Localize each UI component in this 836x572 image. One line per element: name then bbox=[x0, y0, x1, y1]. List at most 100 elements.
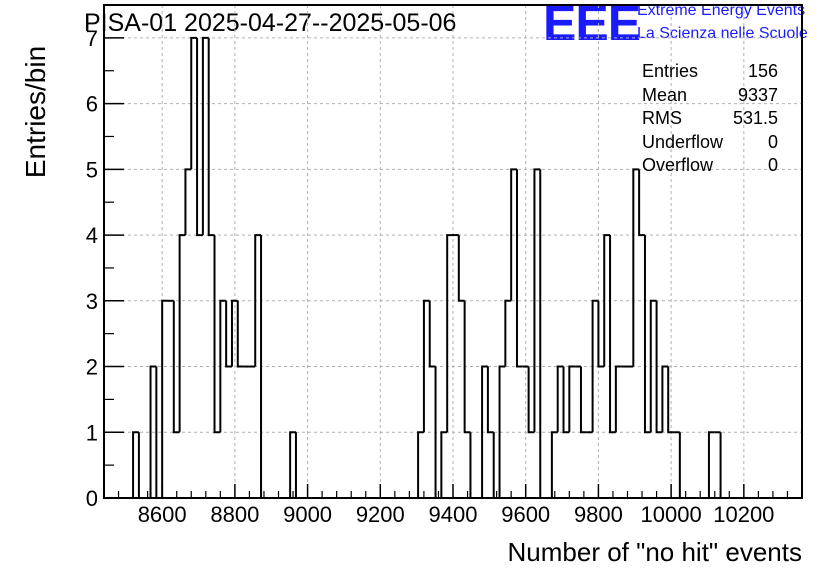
histogram-bin bbox=[132, 431, 139, 498]
y-tick-label: 0 bbox=[86, 486, 98, 511]
histogram-bin bbox=[207, 37, 215, 237]
stats-row-overflow: Overflow 0 bbox=[642, 154, 778, 178]
histogram-bin bbox=[562, 366, 570, 434]
histogram-bin bbox=[579, 366, 587, 434]
histogram-bin bbox=[440, 431, 448, 498]
tick-labels: 8600 8800 9000 9200 9400 9600 9800 10000 10200 0 1… bbox=[86, 26, 775, 527]
histogram-bin bbox=[213, 235, 221, 434]
histogram-bin bbox=[510, 168, 517, 301]
histogram-bin bbox=[486, 366, 494, 434]
histogram-bin bbox=[196, 37, 203, 237]
x-axis-label: Number of "no hit" events bbox=[507, 537, 803, 567]
histogram-bin bbox=[260, 235, 267, 499]
histogram-bin bbox=[591, 299, 599, 433]
x-tick-label: 10200 bbox=[713, 502, 774, 527]
histogram-bin bbox=[568, 365, 576, 433]
stats-value: 531.5 bbox=[732, 108, 778, 128]
chart-title: PISA-01 2025-04-27--2025-05-06 bbox=[84, 9, 457, 37]
histogram-bin bbox=[504, 299, 512, 367]
y-axis-label: Entries/bin bbox=[20, 45, 51, 179]
histogram-bin bbox=[649, 299, 657, 433]
histogram-bin bbox=[498, 365, 506, 498]
histogram-bin bbox=[463, 300, 471, 434]
y-tick-label: 5 bbox=[86, 157, 98, 182]
histogram-bin bbox=[661, 365, 669, 433]
x-tick-label: 9600 bbox=[501, 502, 550, 527]
x-tick-label: 9400 bbox=[429, 502, 478, 527]
histogram-bin bbox=[597, 300, 605, 368]
x-tick-label: 10000 bbox=[641, 502, 702, 527]
histogram-bin bbox=[603, 234, 611, 367]
histogram-bin bbox=[550, 431, 558, 498]
histogram-bin bbox=[190, 36, 198, 170]
x-tick-label: 9000 bbox=[283, 502, 332, 527]
stats-label: Overflow bbox=[642, 155, 714, 175]
histogram-bin bbox=[201, 36, 209, 236]
histogram-bin bbox=[236, 300, 244, 368]
histogram-bin bbox=[533, 168, 541, 433]
histogram-bin bbox=[184, 168, 192, 236]
histogram-bin bbox=[294, 432, 302, 499]
histogram-bin bbox=[678, 432, 686, 499]
stats-value: 156 bbox=[747, 61, 778, 81]
stats-value: 9337 bbox=[737, 84, 778, 105]
histogram-bin bbox=[707, 431, 715, 498]
stats-label: Entries bbox=[642, 61, 699, 81]
histogram-bin bbox=[446, 234, 453, 433]
stats-value: 0 bbox=[767, 155, 778, 175]
histogram-bin bbox=[161, 299, 168, 498]
y-tick-label: 7 bbox=[86, 26, 98, 51]
histogram-bin bbox=[457, 235, 465, 302]
eee-logo: EEE bbox=[543, 0, 641, 51]
stats-value: 0 bbox=[767, 131, 778, 152]
histogram-bin bbox=[609, 235, 616, 434]
y-tick-label: 2 bbox=[86, 355, 98, 380]
histogram-bin bbox=[481, 365, 488, 498]
x-tick-label: 9200 bbox=[356, 502, 405, 527]
stats-label: Underflow bbox=[642, 131, 724, 152]
histogram-bin bbox=[638, 169, 645, 237]
histogram-bin bbox=[556, 365, 564, 433]
histogram-bin bbox=[178, 234, 186, 433]
histogram-bin bbox=[469, 432, 477, 499]
y-tick-label: 1 bbox=[86, 420, 98, 445]
histogram-bin bbox=[614, 365, 622, 433]
histogram-bin bbox=[667, 366, 675, 434]
stats-row-entries: Entries 156 bbox=[642, 60, 778, 84]
stats-label: Mean bbox=[642, 84, 688, 105]
stats-row-mean: Mean 9337 bbox=[642, 84, 778, 108]
histogram-bin bbox=[422, 299, 430, 433]
histogram-bin bbox=[428, 300, 436, 368]
logo-subtitle-1: Extreme Energy Events bbox=[637, 2, 806, 19]
histogram-bin bbox=[632, 168, 640, 367]
x-tick-label: 9800 bbox=[574, 502, 623, 527]
grid-lines bbox=[104, 5, 802, 498]
stats-box: Entries 156 Mean 9337 RMS 531.5 Underflo… bbox=[642, 60, 778, 178]
stats-row-underflow: Underflow 0 bbox=[642, 131, 778, 155]
y-tick-label: 6 bbox=[86, 92, 98, 117]
histogram-bin bbox=[289, 431, 296, 498]
histogram-series bbox=[132, 36, 727, 499]
histogram-bin bbox=[137, 432, 145, 499]
histogram-bin bbox=[149, 365, 157, 498]
axis-ticks bbox=[104, 37, 789, 499]
histogram-bin bbox=[225, 300, 232, 368]
histogram-bin bbox=[655, 300, 663, 434]
y-tick-label: 3 bbox=[86, 289, 98, 314]
histogram-bin bbox=[219, 299, 227, 433]
x-tick-label: 8800 bbox=[210, 502, 259, 527]
histogram-bin bbox=[527, 366, 535, 434]
histogram-bin bbox=[643, 235, 651, 434]
histogram-bin bbox=[172, 300, 180, 434]
histogram-bin bbox=[515, 169, 523, 368]
x-tick-label: 8600 bbox=[138, 502, 187, 527]
y-tick-label: 4 bbox=[86, 223, 98, 248]
histogram-bin bbox=[230, 299, 238, 367]
stats-row-rms: RMS 531.5 bbox=[642, 107, 778, 131]
histogram-bin bbox=[254, 234, 262, 367]
histogram-bin bbox=[417, 431, 424, 498]
histogram-bin bbox=[539, 169, 547, 499]
stats-label: RMS bbox=[642, 108, 682, 128]
histogram-bin bbox=[719, 432, 727, 499]
